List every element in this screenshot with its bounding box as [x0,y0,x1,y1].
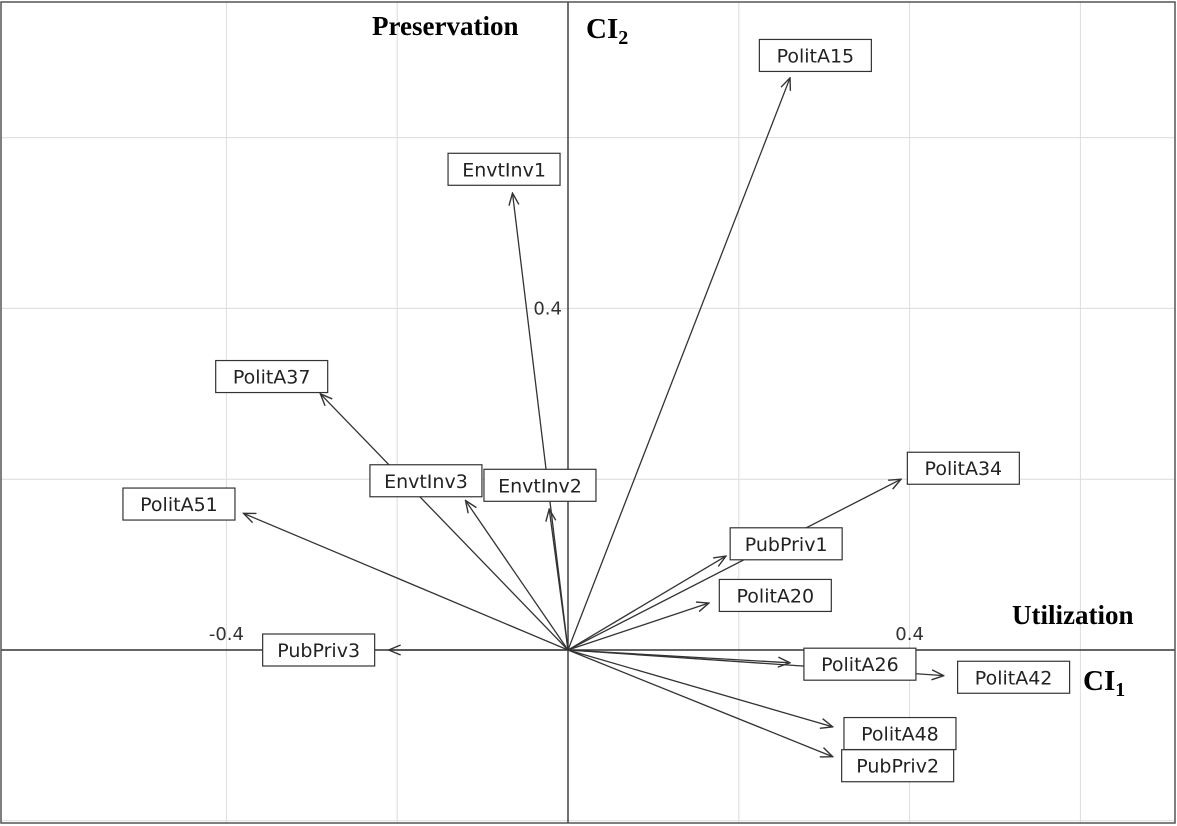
vector-label-envtinv1: EnvtInv1 [447,152,561,186]
vector-label-polita26: PolitA26 [803,647,917,681]
vector-label-box [758,38,872,73]
vector-label-text: PubPriv3 [277,640,360,662]
x-axis-name: CI1 [1083,665,1125,701]
vector-label-text: PolitA48 [861,724,939,746]
vector-label-envtinv2: EnvtInv2 [483,468,597,502]
vector-label-box [956,660,1071,694]
y-tick-label: 0.4 [533,298,562,319]
vector-arrow-polita34 [567,479,901,651]
vector-label-box [803,647,917,681]
vector-label-box [447,152,561,186]
y-axis-subscript: 2 [618,27,628,49]
vector-arrow-pubpriv2 [567,649,833,757]
vector-labels: PolitA15 EnvtInv1 PolitA37 EnvtInv2 EnvtInv3… [122,38,1071,783]
vector-label-text: PubPriv1 [745,534,828,556]
vector-label-polita48: PolitA48 [843,716,957,751]
axis-annotations: Preservation CI2 Utilization CI1 [372,11,1134,701]
vector-label-polita37: PolitA37 [215,359,329,394]
vector-label-text: PolitA42 [975,667,1053,689]
vector-label-box [718,578,832,613]
vector-label-polita42: PolitA42 [956,660,1071,694]
vector-label-pubpriv3: PubPriv3 [262,633,376,667]
vector-label-polita15: PolitA15 [758,38,872,73]
vector-label-box [122,487,236,521]
vector-label-text: PolitA51 [140,494,218,516]
vector-label-envtinv3: EnvtInv3 [369,464,483,498]
vector-label-polita34: PolitA34 [906,451,1020,485]
vector-label-polita51: PolitA51 [122,487,236,521]
vector-label-pubpriv1: PubPriv1 [729,527,843,561]
tick-labels: -0.4 0.4 0.4 [209,298,924,645]
vector-label-box [841,749,955,783]
vector-label-box [483,468,597,502]
vector-arrow-polita48 [567,649,833,727]
x-tick-label: -0.4 [209,624,244,645]
vector-label-box [215,359,329,394]
vector-arrow-pubpriv1 [567,556,726,651]
x-tick-label: 0.4 [895,624,924,645]
vector-label-text: EnvtInv1 [462,159,546,181]
vector-label-box [843,716,957,751]
vector-label-text: EnvtInv2 [498,475,582,497]
vector-label-text: PolitA15 [777,45,855,67]
vector-arrow-envtinv1 [512,193,569,651]
vector-label-text: PolitA37 [233,367,311,389]
vector-label-box [262,633,376,667]
x-pole-label: Utilization [1012,600,1134,630]
vector-label-box [729,527,843,561]
y-pole-label: Preservation [372,11,518,41]
vector-arrow-polita20 [567,603,709,651]
vector-label-text: EnvtInv3 [384,471,468,493]
vector-label-polita20: PolitA20 [718,578,832,613]
y-axis-name-main: CI [586,13,618,45]
vector-label-box [906,451,1020,485]
vector-arrow-envtinv2 [549,509,569,651]
x-axis-name-main: CI [1083,665,1115,697]
vector-label-text: PolitA34 [925,458,1003,480]
vector-label-text: PolitA20 [737,585,815,607]
x-axis-subscript: 1 [1115,679,1125,701]
vector-arrow-polita51 [243,513,569,651]
vector-arrow-envtinv3 [466,501,569,651]
vector-label-text: PolitA26 [821,654,899,676]
vector-label-text: PubPriv2 [856,756,939,778]
vector-label-pubpriv2: PubPriv2 [841,749,955,783]
y-axis-name: CI2 [586,13,628,49]
vector-label-box [369,464,483,498]
vector-arrow-polita15 [567,78,790,651]
vector-arrow-polita37 [320,394,569,651]
